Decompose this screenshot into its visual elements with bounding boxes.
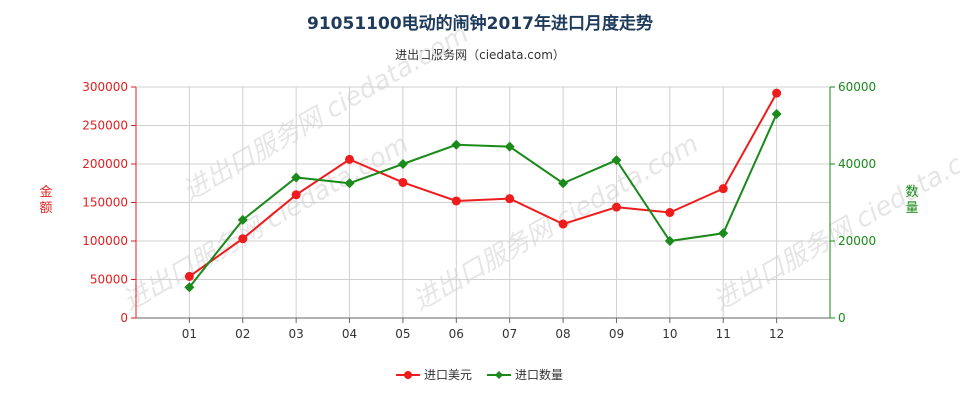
x-axis-tick-label: 04: [342, 327, 357, 341]
data-point-circle: [184, 271, 194, 281]
data-point-diamond: [291, 172, 302, 183]
left-axis-title: 金额: [39, 184, 52, 216]
x-axis-tick-label: 03: [289, 327, 304, 341]
chart-title: 91051100电动的闹钟2017年进口月度走势: [307, 14, 653, 34]
left-axis-tick-label: 100000: [82, 234, 128, 248]
left-axis-tick-label: 0: [120, 311, 128, 325]
x-axis-tick-label: 02: [235, 327, 250, 341]
data-point-circle: [772, 88, 782, 98]
x-axis-tick-label: 01: [182, 327, 197, 341]
left-axis-tick-label: 150000: [82, 196, 128, 210]
data-point-circle: [451, 196, 461, 206]
x-axis-tick-label: 08: [555, 327, 570, 341]
x-axis-tick-label: 09: [609, 327, 624, 341]
axes: 0500001000001500002000002500003000000200…: [39, 80, 918, 341]
watermark-text: 进出口服务网 ciedata.com: [408, 129, 704, 317]
data-point-circle: [345, 154, 355, 164]
data-point-diamond: [718, 228, 729, 239]
data-point-circle: [398, 177, 408, 187]
legend[interactable]: 进口美元 进口数量: [396, 367, 563, 382]
data-point-diamond: [451, 139, 462, 150]
x-axis-tick-label: 10: [662, 327, 677, 341]
left-axis-tick-label: 200000: [82, 157, 128, 171]
data-point-diamond: [611, 155, 622, 166]
data-point-circle: [238, 234, 248, 244]
x-axis-tick-label: 11: [716, 327, 731, 341]
data-point-diamond: [397, 159, 408, 169]
data-point-diamond: [504, 141, 515, 152]
right-axis-tick-label: 60000: [838, 80, 876, 94]
data-point-circle: [611, 202, 621, 212]
x-axis-tick-label: 12: [769, 327, 784, 341]
data-point-circle: [665, 208, 675, 218]
series-line-right: [188, 113, 778, 288]
right-axis-tick-label: 40000: [838, 157, 876, 171]
data-point-circle: [558, 219, 568, 229]
data-point-circle: [718, 184, 728, 194]
right-axis-tick-label: 0: [838, 311, 846, 325]
data-point-diamond: [184, 282, 195, 293]
legend-marker-diamond: [495, 371, 503, 379]
data-point-diamond: [771, 108, 782, 119]
watermark-text: 进出口服务网 ciedata.com: [708, 129, 960, 317]
x-axis-tick-label: 05: [395, 327, 410, 341]
legend-marker-circle: [404, 371, 412, 379]
data-point-diamond: [558, 178, 569, 189]
left-axis-tick-label: 250000: [82, 119, 128, 133]
data-point-diamond: [237, 214, 248, 225]
left-axis-tick-label: 300000: [82, 80, 128, 94]
right-axis-tick-label: 20000: [838, 234, 876, 248]
series-layer: [184, 88, 782, 293]
data-point-circle: [505, 194, 515, 204]
x-axis-tick-label: 07: [502, 327, 517, 341]
data-point-diamond: [344, 178, 355, 189]
legend-label-right: 进口数量: [515, 367, 563, 382]
right-axis-title: 数量: [905, 185, 918, 216]
left-axis-tick-label: 50000: [90, 273, 128, 287]
x-axis-tick-label: 06: [449, 327, 464, 341]
data-point-diamond: [664, 236, 675, 246]
legend-label-left: 进口美元: [424, 368, 472, 382]
series-line-left: [188, 92, 778, 278]
data-point-circle: [291, 190, 301, 200]
chart-subtitle: 进出口服务网（ciedata.com）: [395, 48, 565, 62]
